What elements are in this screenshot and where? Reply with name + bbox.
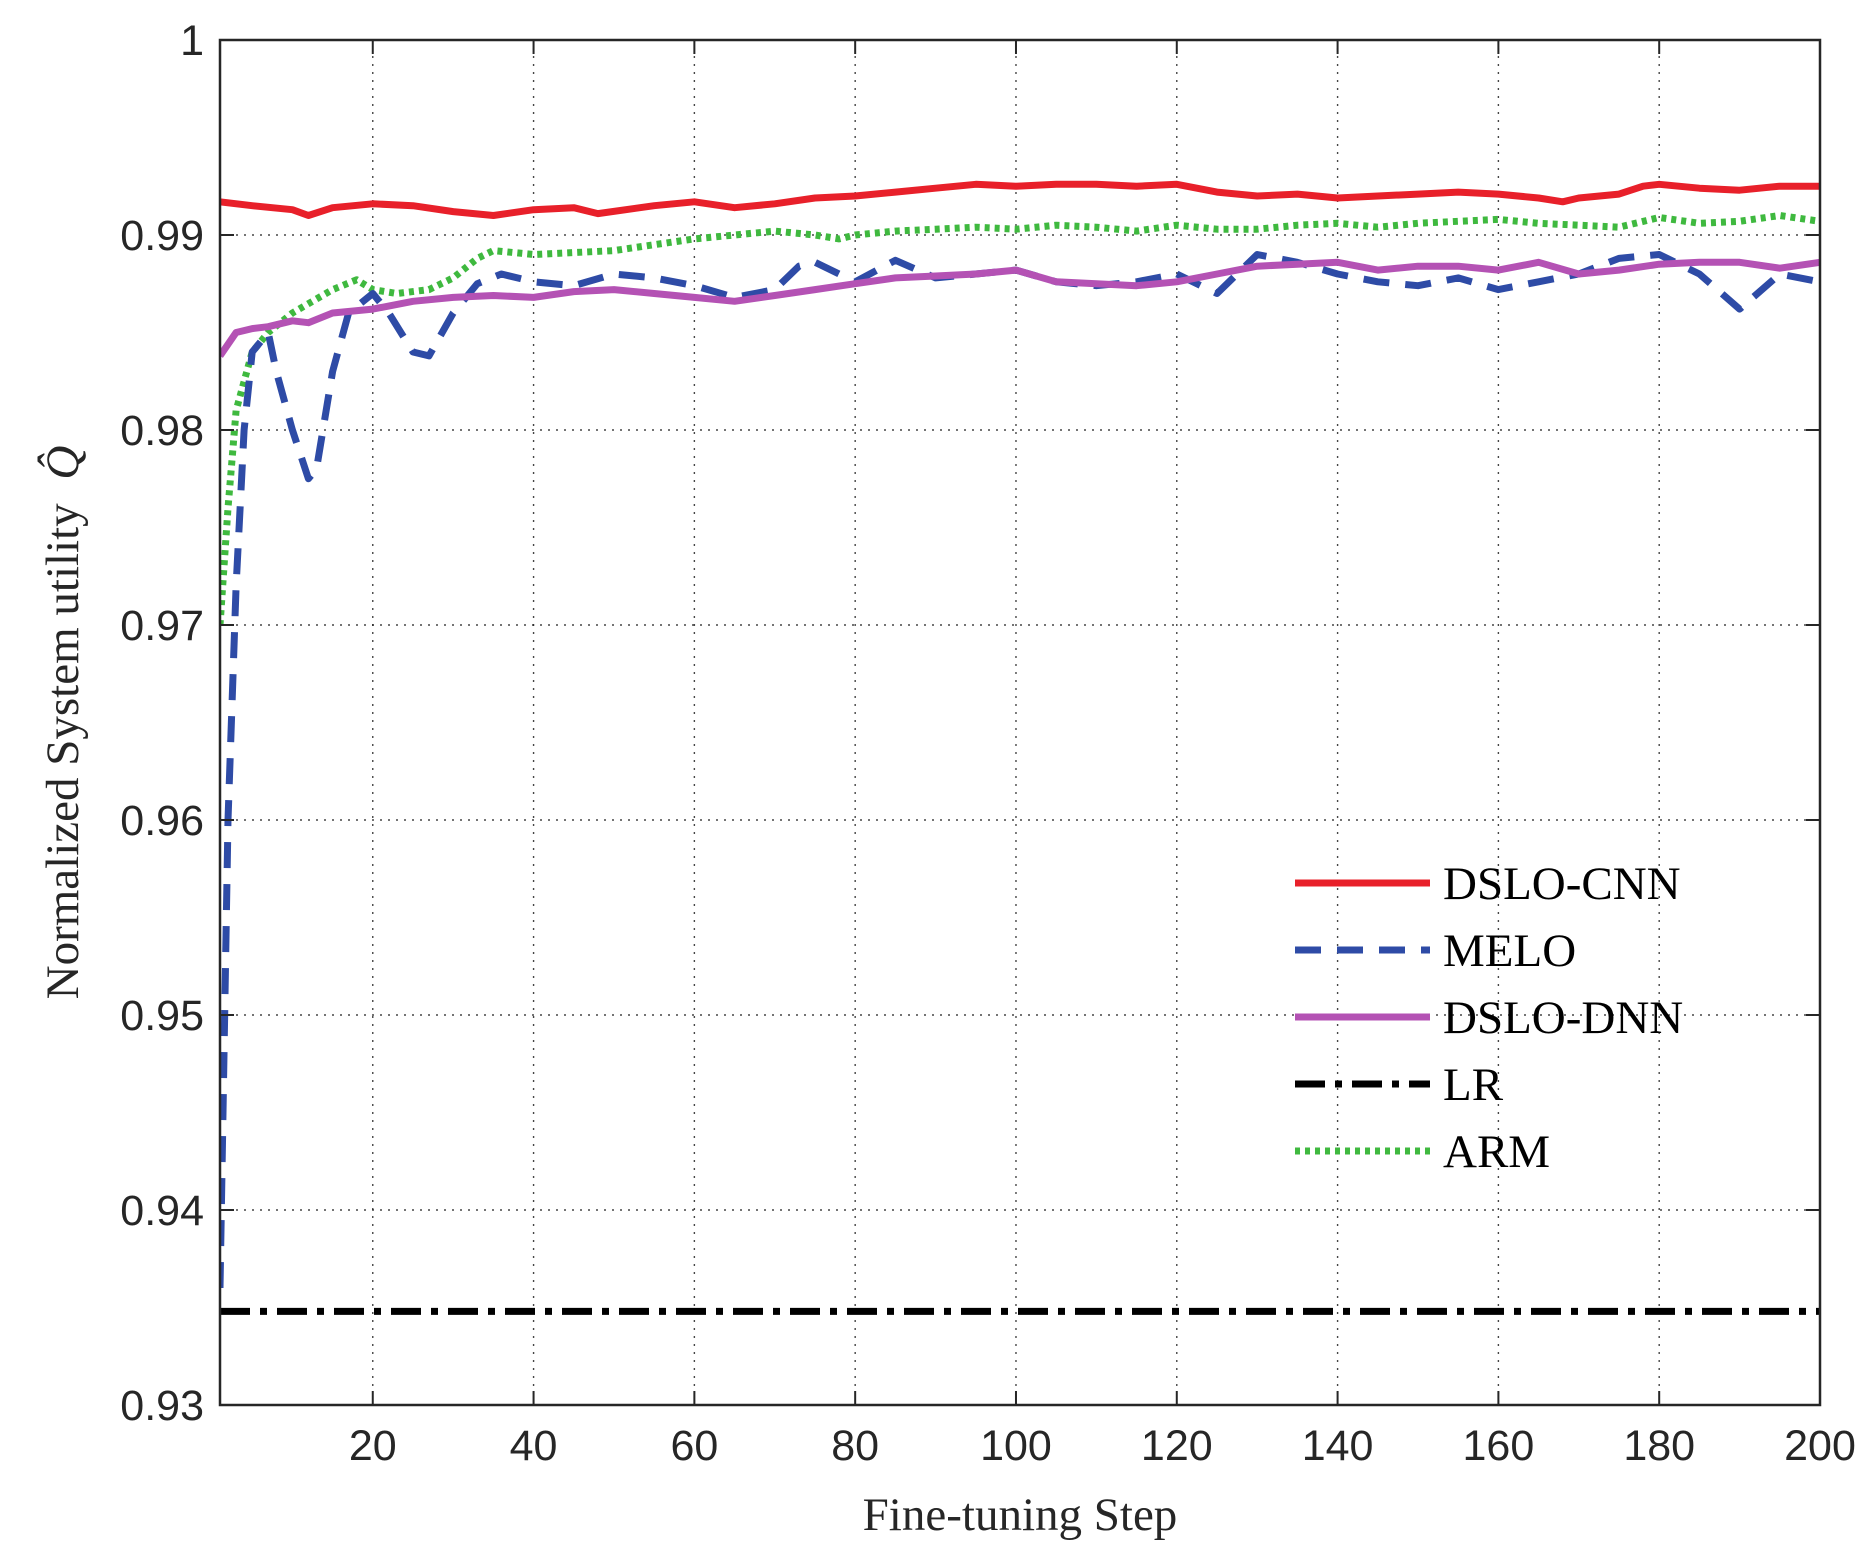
legend-label-melo: MELO	[1443, 925, 1576, 977]
x-tick-label: 180	[1623, 1422, 1695, 1470]
grid	[220, 40, 1820, 1405]
legend-label-dslo-dnn: DSLO-DNN	[1443, 992, 1683, 1044]
legend-label-arm: ARM	[1443, 1126, 1550, 1178]
legend-label-lr: LR	[1443, 1059, 1504, 1111]
x-tick-label: 120	[1141, 1422, 1213, 1470]
legend: DSLO-CNN MELO DSLO-DNN LR ARM	[1295, 858, 1683, 1178]
x-tick-label: 80	[831, 1422, 879, 1470]
x-tick-label: 20	[349, 1422, 397, 1470]
y-axis-title-symbol: Q̂	[37, 446, 89, 480]
x-axis-title: Fine-tuning Step	[863, 1489, 1178, 1541]
y-tick-label: 0.93	[120, 1382, 204, 1430]
y-tick-label: 0.96	[120, 797, 204, 845]
tick-labels: 20 40 60 80 100 120 140 160 180 200 0.93 0.94 0.95 0.…	[120, 17, 1856, 1470]
y-tick-label: 0.95	[120, 992, 204, 1040]
series-line-dslo-dnn	[220, 258, 1820, 358]
series-layer	[220, 180, 1820, 1315]
x-tick-label: 200	[1784, 1422, 1856, 1470]
y-tick-label: 0.99	[120, 212, 204, 260]
legend-label-dslo-cnn: DSLO-CNN	[1443, 858, 1681, 910]
y-axis-title-text: Normalized System utility	[37, 503, 89, 1000]
series-line-melo	[220, 251, 1820, 1289]
y-tick-label: 0.98	[120, 407, 204, 455]
x-tick-label: 40	[510, 1422, 558, 1470]
x-tick-label: 140	[1302, 1422, 1374, 1470]
x-tick-label: 160	[1463, 1422, 1535, 1470]
plot-area-frame	[218, 38, 1822, 1407]
y-tick-label: 0.94	[120, 1187, 204, 1235]
axis-ticks	[220, 39, 1821, 1406]
series-line-dslo-cnn	[220, 180, 1820, 219]
y-axis-title: Normalized System utility Q̂	[37, 446, 89, 1000]
series-line-arm	[220, 212, 1820, 626]
y-tick-label: 1	[180, 17, 204, 65]
y-tick-label: 0.97	[120, 602, 204, 650]
x-tick-label: 60	[670, 1422, 718, 1470]
x-tick-label: 100	[980, 1422, 1052, 1470]
